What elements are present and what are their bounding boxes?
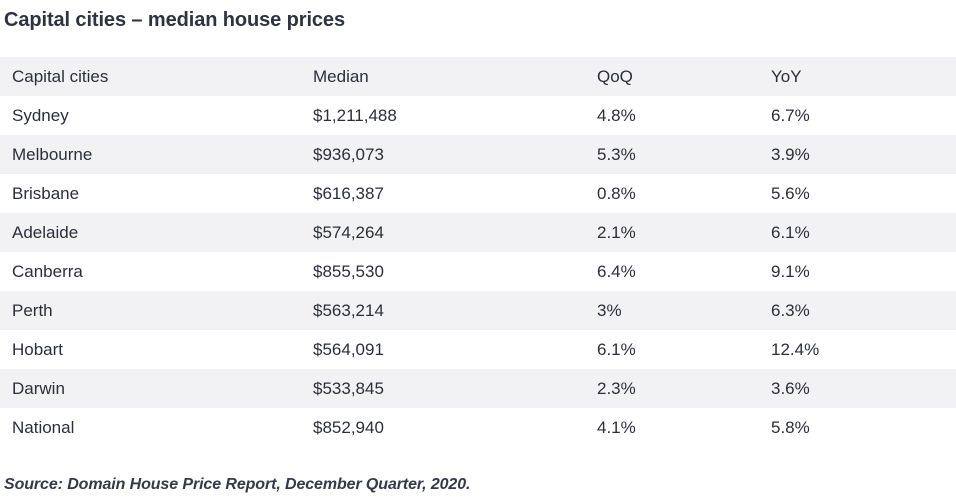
cell-yoy: 6.7%: [771, 105, 810, 125]
cell-qoq: 4.1%: [597, 417, 636, 437]
cell-city: Perth: [12, 300, 53, 320]
cell-qoq: 4.8%: [597, 105, 636, 125]
table-title: Capital cities – median house prices: [4, 9, 345, 31]
cell-median: $1,211,488: [313, 105, 397, 125]
cell-city: Brisbane: [12, 183, 80, 203]
header-capital-cities: Capital cities: [12, 66, 109, 86]
cell-median: $616,387: [313, 183, 384, 203]
cell-yoy: 5.6%: [771, 183, 810, 203]
cell-city: Canberra: [12, 261, 83, 281]
cell-yoy: 3.6%: [771, 378, 810, 398]
table-row: Hobart $564,091 6.1% 12.4%: [0, 330, 956, 369]
cell-median: $936,073: [313, 144, 384, 164]
cell-yoy: 9.1%: [771, 261, 810, 281]
cell-qoq: 2.1%: [597, 222, 636, 242]
cell-yoy: 12.4%: [771, 339, 820, 359]
table-row: Darwin $533,845 2.3% 3.6%: [0, 369, 956, 408]
source-note: Source: Domain House Price Report, Decem…: [4, 476, 471, 493]
table-row: Canberra $855,530 6.4% 9.1%: [0, 252, 956, 291]
cell-qoq: 6.4%: [597, 261, 636, 281]
cell-median: $564,091: [313, 339, 384, 359]
cell-qoq: 6.1%: [597, 339, 636, 359]
cell-yoy: 6.1%: [771, 222, 810, 242]
table-row: National $852,940 4.1% 5.8%: [0, 408, 956, 447]
price-table: Capital cities Median QoQ YoY Sydney $1,2…: [0, 57, 956, 447]
table-row: Brisbane $616,387 0.8% 5.6%: [0, 174, 956, 213]
cell-qoq: 3%: [597, 300, 622, 320]
cell-city: Hobart: [12, 339, 64, 359]
cell-city: Darwin: [12, 378, 65, 398]
header-median: Median: [313, 66, 369, 86]
cell-yoy: 6.3%: [771, 300, 810, 320]
table-row: Adelaide $574,264 2.1% 6.1%: [0, 213, 956, 252]
table-row: Melbourne $936,073 5.3% 3.9%: [0, 135, 956, 174]
cell-median: $563,214: [313, 300, 384, 320]
cell-median: $574,264: [313, 222, 384, 242]
table-row: Sydney $1,211,488 4.8% 6.7%: [0, 96, 956, 135]
cell-qoq: 2.3%: [597, 378, 636, 398]
cell-city: Sydney: [12, 105, 69, 125]
cell-yoy: 3.9%: [771, 144, 810, 164]
cell-qoq: 5.3%: [597, 144, 636, 164]
header-qoq: QoQ: [597, 66, 633, 86]
table-header-row: Capital cities Median QoQ YoY: [0, 57, 956, 96]
cell-qoq: 0.8%: [597, 183, 636, 203]
cell-median: $855,530: [313, 261, 384, 281]
cell-city: Melbourne: [12, 144, 93, 164]
cell-median: $533,845: [313, 378, 384, 398]
cell-city: Adelaide: [12, 222, 79, 242]
cell-median: $852,940: [313, 417, 384, 437]
header-yoy: YoY: [771, 66, 802, 86]
cell-city: National: [12, 417, 75, 437]
cell-yoy: 5.8%: [771, 417, 810, 437]
table-row: Perth $563,214 3% 6.3%: [0, 291, 956, 330]
